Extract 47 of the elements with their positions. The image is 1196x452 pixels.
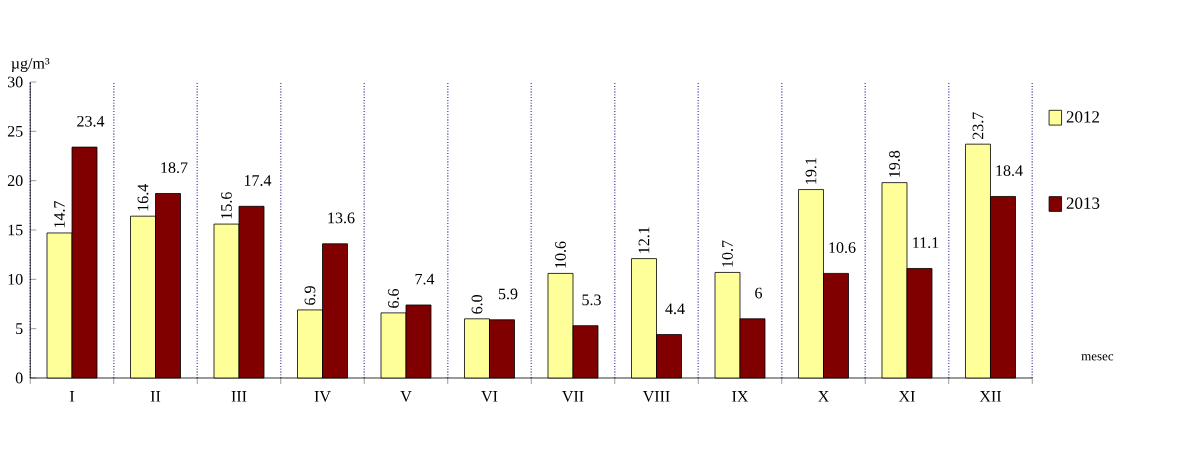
data-label: 19.8 [889,150,900,177]
data-label: 10.7 [722,240,733,267]
data-label: 16.4 [137,184,149,211]
y-axis-title: µg/m³ [11,57,50,72]
x-tick-label: III [231,391,247,402]
data-label: 12.1 [638,227,650,253]
x-tick-label: V [400,391,412,402]
data-label: 23.7 [972,112,984,140]
data-label: 18.7 [161,162,188,174]
data-label: 23.4 [77,115,105,127]
x-tick-label: IX [732,391,749,402]
data-label: 15.6 [221,192,232,219]
data-label: 5.3 [582,294,601,306]
x-tick-label: II [150,391,161,402]
data-label: 14.7 [54,201,65,228]
data-label: 10.6 [555,241,566,268]
data-label: 4.4 [665,303,685,315]
data-label: 6.6 [388,288,399,308]
x-tick-label: IV [314,391,331,402]
y-tick-label: 0 [15,372,23,384]
y-tick-label: 5 [16,323,23,334]
x-tick-label: X [818,391,829,402]
y-tick-label: 10 [8,273,23,285]
data-label: 6.9 [304,286,316,305]
data-label: 18.4 [996,165,1023,177]
x-tick-label: VII [562,391,584,402]
y-tick-label: 25 [7,125,23,137]
legend-label: 2012 [1066,111,1100,123]
data-label: 11.1 [913,237,939,249]
y-tick-label: 20 [7,175,23,187]
data-label: 6.0 [471,295,483,314]
x-tick-label: VIII [642,391,670,402]
y-tick-label: 30 [7,76,23,88]
data-label: 7.4 [415,273,435,285]
data-label: 5.9 [498,288,518,300]
x-tick-label: XII [979,391,1002,402]
x-axis-title: mesec [1081,354,1114,361]
data-label: 17.4 [244,175,272,186]
data-label: 13.6 [328,212,355,224]
x-tick-label: I [69,391,75,402]
x-tick-label: VI [481,391,498,402]
data-label: 6 [755,287,763,299]
y-tick-label: 15 [8,224,23,236]
legend-label: 2013 [1066,197,1100,209]
data-label: 10.6 [829,242,856,254]
x-tick-label: XI [898,391,915,402]
data-label: 19.1 [805,158,817,184]
